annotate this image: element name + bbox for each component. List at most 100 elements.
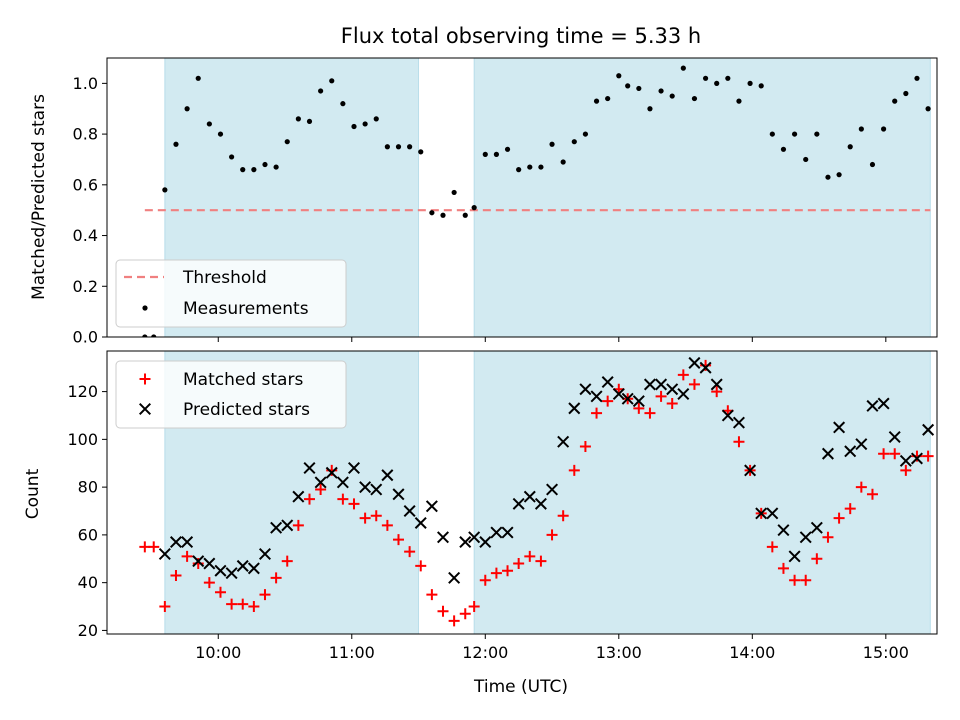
x-axis-label: Time (UTC) bbox=[473, 677, 568, 697]
matched-star-point bbox=[281, 555, 293, 567]
y-tick-label: 0.6 bbox=[73, 175, 98, 194]
measurement-point bbox=[858, 126, 864, 132]
measurement-point bbox=[736, 98, 742, 104]
measurement-point bbox=[384, 144, 390, 150]
measurement-point bbox=[593, 98, 600, 104]
legend: Matched stars Predicted stars bbox=[115, 360, 347, 429]
measurement-point bbox=[471, 205, 477, 211]
matched-star-point bbox=[655, 390, 667, 402]
measurement-point bbox=[914, 75, 920, 81]
predicted-star-point bbox=[236, 559, 249, 572]
predicted-star-point bbox=[910, 452, 923, 465]
predicted-star-point bbox=[414, 516, 427, 529]
matched-star-point bbox=[677, 369, 689, 381]
predicted-star-point bbox=[258, 547, 271, 561]
measurement-point bbox=[769, 131, 775, 137]
measurement-point bbox=[482, 151, 488, 157]
y-tick-label: 20 bbox=[78, 621, 98, 640]
predicted-star-point bbox=[546, 483, 559, 496]
x-tick-label: 14:00 bbox=[729, 643, 775, 662]
measurement-point bbox=[925, 106, 931, 112]
predicted-star-point bbox=[612, 387, 625, 400]
legend-box bbox=[115, 360, 347, 429]
matched-star-point bbox=[777, 562, 789, 574]
measurement-point bbox=[780, 146, 787, 152]
measurement-point bbox=[714, 80, 720, 86]
y-tick-label: 60 bbox=[78, 525, 98, 544]
axes-frame bbox=[106, 57, 938, 338]
predicted-star-point bbox=[922, 423, 935, 436]
measurement-point bbox=[582, 131, 589, 137]
matched-star-point bbox=[237, 598, 249, 610]
predicted-star-point bbox=[292, 490, 305, 503]
measurement-point bbox=[702, 75, 709, 81]
predicted-star-point bbox=[381, 469, 394, 482]
measurement-point bbox=[616, 73, 622, 79]
legend-matched-swatch bbox=[139, 373, 151, 385]
matched-star-point bbox=[315, 484, 327, 496]
matched-star-point bbox=[878, 448, 890, 460]
predicted-star-point bbox=[755, 507, 768, 520]
x-tick-label: 13:00 bbox=[596, 643, 642, 662]
y-tick-label: 80 bbox=[78, 478, 98, 497]
predicted-star-point bbox=[192, 555, 205, 568]
measurement-point bbox=[516, 167, 522, 173]
measurement-point bbox=[803, 156, 809, 163]
y-tick-label: 100 bbox=[67, 430, 98, 449]
measurement-point bbox=[262, 161, 268, 168]
predicted-star-point bbox=[788, 550, 801, 563]
predicted-star-point bbox=[270, 521, 283, 534]
predicted-star-point bbox=[203, 557, 216, 570]
predicted-star-point bbox=[766, 507, 779, 520]
predicted-star-point bbox=[247, 562, 260, 575]
predicted-star-point bbox=[501, 526, 514, 539]
matched-star-point bbox=[337, 493, 349, 505]
measurement-point bbox=[306, 118, 313, 125]
legend-label-threshold: Threshold bbox=[182, 268, 267, 288]
matched-star-point bbox=[546, 529, 558, 541]
predicted-star-point bbox=[799, 531, 812, 544]
matched-star-point bbox=[259, 589, 271, 601]
matched-star-point bbox=[922, 450, 934, 462]
matched-star-point bbox=[644, 407, 656, 419]
predicted-star-point bbox=[855, 438, 868, 451]
predicted-star-point bbox=[643, 378, 656, 391]
measurement-point bbox=[825, 174, 831, 180]
data-markers bbox=[139, 356, 935, 627]
predicted-star-point bbox=[557, 435, 570, 448]
matched-star-point bbox=[733, 436, 745, 448]
matched-star-point bbox=[359, 512, 371, 524]
measurement-point bbox=[318, 88, 324, 94]
matched-star-point bbox=[535, 555, 547, 567]
measurement-point bbox=[162, 187, 168, 193]
legend-predicted-swatch bbox=[138, 402, 152, 416]
measurement-point bbox=[284, 139, 290, 145]
matched-star-point bbox=[666, 398, 678, 410]
measurement-point bbox=[636, 85, 642, 92]
measurement-point bbox=[691, 95, 698, 102]
matched-star-point bbox=[415, 560, 427, 572]
measurement-point bbox=[560, 159, 566, 165]
predicted-star-point bbox=[512, 497, 525, 510]
measurement-point bbox=[647, 106, 653, 112]
matched-star-point bbox=[437, 605, 449, 617]
predicted-star-point bbox=[688, 356, 701, 369]
predicted-star-point bbox=[281, 519, 294, 532]
measurement-point bbox=[758, 83, 764, 89]
y-tick-label: 0.0 bbox=[73, 328, 98, 347]
x-tick-label: 10:00 bbox=[195, 643, 241, 662]
measurement-point bbox=[440, 212, 446, 218]
predicted-star-point bbox=[844, 445, 857, 458]
x-tick-label: 12:00 bbox=[462, 643, 508, 662]
matched-star-point bbox=[381, 519, 393, 531]
measurement-point bbox=[229, 154, 235, 160]
measurement-point bbox=[407, 144, 413, 150]
measurement-point bbox=[527, 164, 533, 170]
predicted-star-point bbox=[744, 464, 757, 477]
matched-star-point bbox=[270, 572, 282, 584]
predicted-star-point bbox=[448, 571, 461, 584]
top-panel-measurements: 0.0 0.2 0.4 0.6 0.8 1.0 Threshold Measurements bbox=[73, 57, 938, 347]
predicted-star-point bbox=[359, 481, 372, 494]
chart-title: Flux total observing time = 5.33 h bbox=[341, 24, 701, 48]
